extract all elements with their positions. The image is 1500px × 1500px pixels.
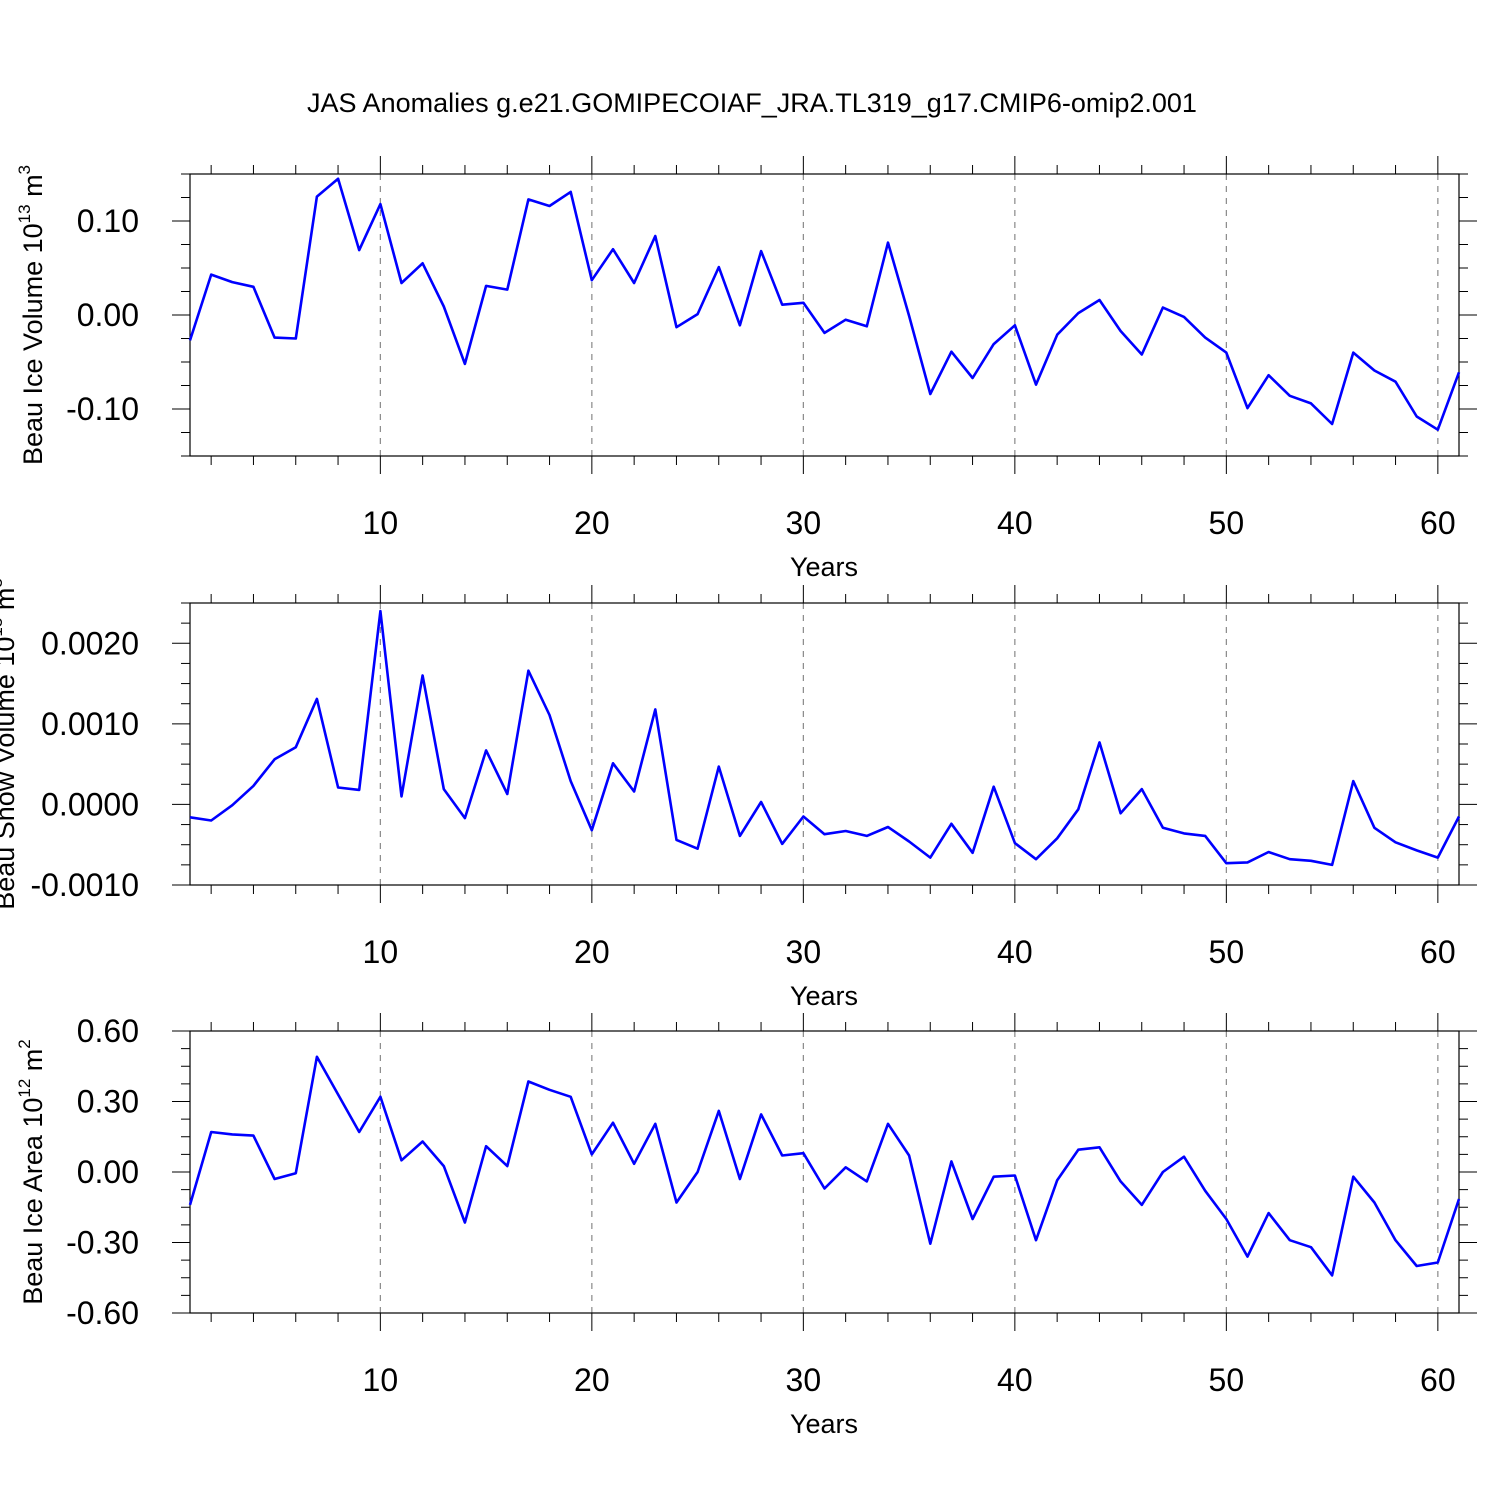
x-tick-label: 50 [1209, 505, 1245, 541]
x-tick-label: 60 [1420, 1362, 1456, 1398]
x-tick-label: 10 [363, 505, 399, 541]
xlabel-ice-area: Years [790, 1409, 858, 1439]
y-tick-label: -0.60 [66, 1295, 139, 1331]
plot-frame [189, 173, 1460, 457]
x-tick-label: 30 [786, 505, 822, 541]
x-tick-label: 20 [574, 1362, 610, 1398]
plot-frame [189, 1030, 1460, 1314]
x-tick-label: 20 [574, 505, 610, 541]
x-tick-label: 50 [1209, 1362, 1245, 1398]
x-tick-label: 20 [574, 934, 610, 970]
panel-ice-volume: Beau Ice Volume 1013 m3 Years 10 20 30 40 50… [15, 156, 1477, 582]
data-series-line [188, 1055, 1461, 1277]
y-tick-label: 0.0020 [41, 625, 139, 661]
data-series-line [189, 609, 1461, 867]
y-tick-label: -0.30 [66, 1225, 139, 1261]
data-series-line [188, 177, 1461, 432]
y-tick-label: 0.00 [77, 1154, 139, 1190]
x-tick-label: 50 [1209, 934, 1245, 970]
x-tick-label: 40 [997, 505, 1033, 541]
y-tick-label: -0.10 [66, 391, 139, 427]
y-tick-label: 0.0000 [41, 786, 139, 822]
y-tick-label: 0.00 [77, 297, 139, 333]
y-tick-label: 0.60 [77, 1013, 139, 1049]
ylabel-ice-volume: Beau Ice Volume 1013 m3 [15, 165, 48, 465]
xlabel-snow-volume: Years [790, 981, 858, 1011]
x-tick-label: 60 [1420, 934, 1456, 970]
plot-frame [189, 602, 1460, 886]
x-tick-label: 60 [1420, 505, 1456, 541]
panel-ice-area: Beau Ice Area 1012 m2 Years 10 20 30 40 50 60… [15, 1013, 1477, 1439]
x-tick-label: 10 [363, 1362, 399, 1398]
panel-snow-volume: Beau Snow Volume 1013 m3 Years 10 20 30 40 5… [0, 578, 1477, 1011]
x-tick-label: 30 [786, 934, 822, 970]
x-tick-label: 10 [363, 934, 399, 970]
y-tick-label: -0.0010 [30, 867, 139, 903]
x-tick-label: 40 [997, 1362, 1033, 1398]
y-tick-label: 0.0010 [41, 706, 139, 742]
figure-title: JAS Anomalies g.e21.GOMIPECOIAF_JRA.TL31… [307, 88, 1197, 118]
x-tick-label: 40 [997, 934, 1033, 970]
y-tick-label: 0.30 [77, 1084, 139, 1120]
x-tick-label: 30 [786, 1362, 822, 1398]
ylabel-snow-volume: Beau Snow Volume 1013 m3 [0, 578, 20, 910]
y-tick-label: 0.10 [77, 203, 139, 239]
xlabel-ice-volume: Years [790, 552, 858, 582]
ylabel-ice-area: Beau Ice Area 1012 m2 [15, 1039, 48, 1305]
